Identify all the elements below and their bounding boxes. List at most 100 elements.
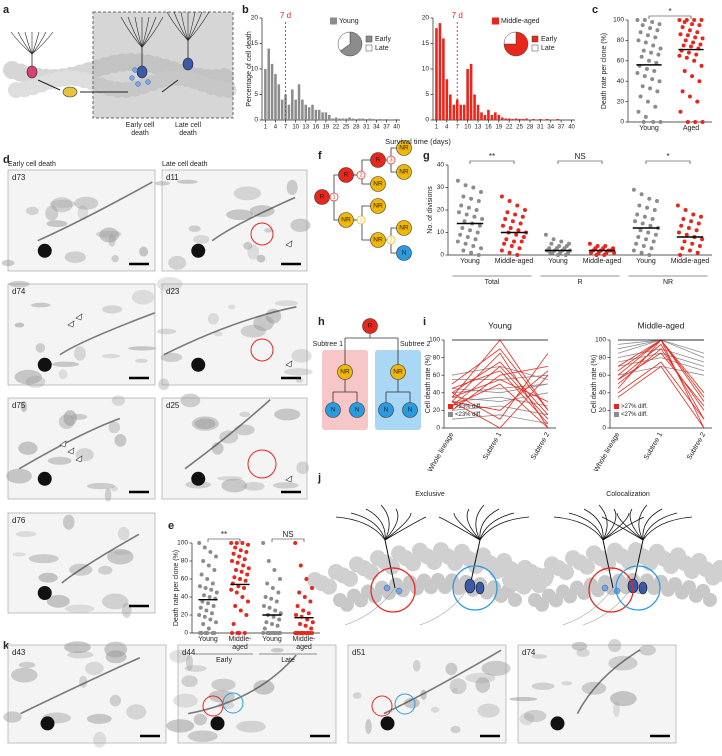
arrow [37, 79, 179, 93]
node-label: NR [399, 145, 409, 152]
data-point [653, 35, 658, 40]
tissue-signal [234, 424, 255, 436]
tissue-signal [46, 220, 68, 228]
data-point [460, 226, 465, 230]
data-point [642, 18, 647, 22]
bar [280, 99, 284, 120]
data-point [208, 550, 213, 554]
bar [507, 118, 511, 120]
data-point [612, 250, 617, 255]
data-point [261, 541, 266, 545]
dendrite [31, 31, 40, 55]
x-tick-label: 1 [435, 125, 439, 131]
dendrite [602, 539, 614, 589]
data-point [689, 219, 694, 224]
data-point [677, 18, 682, 22]
significance-label: ** [489, 152, 495, 161]
data-point [301, 608, 306, 613]
data-point [229, 587, 234, 592]
group-label: Late [281, 657, 295, 664]
pie-wedge [503, 31, 529, 57]
data-point [238, 608, 243, 613]
dendrite [335, 516, 386, 541]
dendrite [31, 31, 47, 55]
soma-signal [37, 471, 52, 486]
tissue-signal [35, 343, 46, 353]
data-point [238, 577, 242, 581]
tissue-signal [228, 304, 236, 310]
soma [182, 57, 194, 71]
tissue-signal [243, 482, 265, 491]
y-tick-label: 0 [620, 119, 624, 126]
bar [473, 94, 476, 120]
y-tick-label: 40 [599, 390, 607, 397]
data-point [463, 241, 468, 246]
data-point [513, 212, 518, 217]
tissue-signal [256, 254, 266, 263]
column-header: Late cell death [162, 161, 208, 168]
data-point [201, 559, 206, 563]
legend-label: Middle-aged [501, 18, 540, 25]
data-point [519, 239, 524, 244]
data-point [204, 608, 209, 613]
data-point [696, 221, 701, 226]
tissue-signal [11, 667, 38, 683]
bar [334, 117, 338, 120]
data-point [680, 246, 685, 251]
data-point [685, 120, 690, 124]
y-tick-label: 20 [251, 15, 259, 22]
data-point [657, 22, 662, 27]
significance-label: * [668, 7, 671, 16]
tissue-signal [104, 488, 112, 502]
series-line [451, 405, 549, 416]
image-label: d23 [166, 287, 180, 296]
x-tick-label: 4 [274, 125, 278, 131]
data-point [278, 611, 283, 616]
significance-label: NS [282, 530, 293, 539]
y-tick-label: 40 [181, 594, 189, 601]
data-point [697, 244, 702, 248]
y-tick-label: 20 [437, 207, 445, 214]
x-tick-label: 25 [343, 125, 350, 131]
dendrite [384, 539, 396, 589]
tissue-cell [342, 570, 358, 587]
tissue-signal [62, 514, 75, 530]
panel-letter: g [423, 150, 430, 162]
panel-letter: h [318, 316, 325, 328]
data-point [198, 631, 202, 635]
data-point [293, 631, 298, 635]
data-point [639, 54, 644, 59]
dendrite [642, 516, 693, 541]
data-point [639, 192, 644, 197]
bar [264, 69, 267, 120]
legend-swatch [531, 35, 539, 43]
bar [351, 118, 355, 120]
soma-signal [40, 716, 55, 731]
legend-swatch [492, 17, 499, 25]
tissue-signal [240, 324, 266, 338]
tissue-signal [99, 227, 120, 243]
data-point [504, 237, 509, 242]
micrograph [7, 512, 156, 614]
tissue-signal [25, 206, 39, 216]
y-tick-label: 60 [181, 576, 189, 583]
soma-signal [191, 357, 206, 372]
lineage-node [338, 167, 354, 183]
data-point [270, 586, 275, 590]
data-point [655, 28, 660, 33]
tissue-signal [166, 719, 195, 733]
x-tick-label: 22 [333, 125, 340, 131]
data-point [197, 541, 202, 545]
apoptotic-body [601, 584, 609, 592]
series-line [451, 370, 549, 411]
tissue-cell [426, 554, 442, 571]
significance-bracket [557, 160, 603, 164]
x-tick-label: Middle-aged [228, 636, 252, 651]
data-point [468, 228, 472, 233]
marker-circle [250, 338, 274, 362]
data-point [689, 44, 693, 49]
legend-label: Early [541, 36, 557, 43]
data-point [480, 217, 485, 221]
data-point [556, 253, 560, 257]
data-point [202, 545, 207, 550]
